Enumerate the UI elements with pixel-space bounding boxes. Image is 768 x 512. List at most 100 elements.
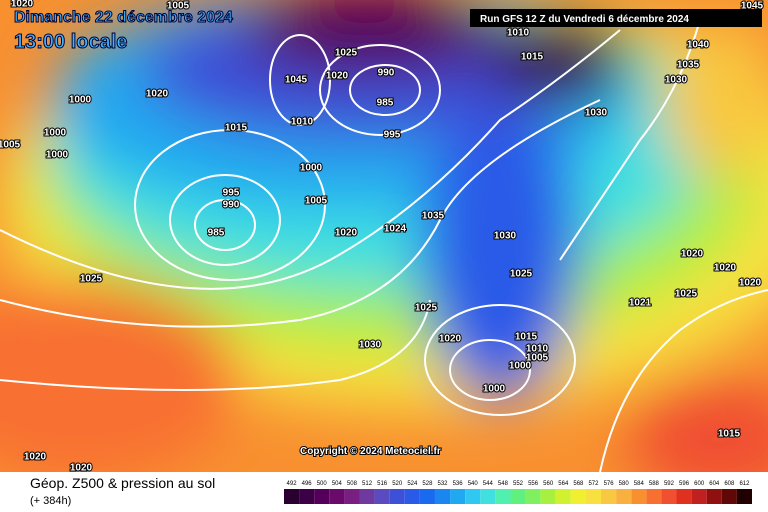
isobar-label: 1025 [510,269,533,280]
isobar-label: 1015 [718,429,741,440]
isobar-label: 1035 [422,211,445,222]
scale-swatch [631,489,647,504]
isobar-label: 1010 [526,344,549,355]
isobar-label: 1030 [585,108,608,119]
isobar-label: 1000 [44,128,67,139]
isobar-label: 1000 [509,361,532,372]
isobar-label: 1020 [335,228,358,239]
isobar-label: 995 [223,188,240,199]
scale-swatch [314,489,330,504]
scale-swatch [510,489,526,504]
scale-label: 588 [649,481,660,487]
scale-swatch [434,489,451,504]
isobar-label: 1020 [326,71,349,82]
scale-label: 572 [588,481,599,487]
scale-label: 536 [453,481,464,487]
scale-label: 560 [543,481,554,487]
isobar-label: 1015 [515,332,538,343]
scale-label: 584 [634,481,645,487]
scale-swatch [706,489,722,504]
scale-swatch [450,489,466,504]
scale-swatch [570,489,586,504]
run-info: Run GFS 12 Z du Vendredi 6 décembre 2024 [480,14,689,25]
scale-label: 500 [317,481,328,487]
scale-label: 596 [679,481,690,487]
scale-label: 520 [392,481,403,487]
scale-swatch [601,489,617,504]
isobar-label: 990 [223,200,240,211]
isobar-label: 1000 [300,163,323,174]
scale-swatch [374,489,390,504]
scale-swatch [389,489,405,504]
scale-swatch [495,489,511,504]
scale-swatch [585,489,602,504]
isobar-label: 1020 [11,0,34,10]
scale-label: 556 [528,481,539,487]
scale-swatch [661,489,677,504]
isobar-label: 1005 [305,196,328,207]
scale-swatch [525,489,541,504]
scale-swatch [299,489,315,504]
scale-label: 524 [407,481,418,487]
copyright: Copyright © 2024 Meteociel.fr [300,446,441,457]
isobar-label: 1030 [494,231,517,242]
scale-swatch [344,489,360,504]
isobar-label: 1000 [69,95,92,106]
scale-label: 532 [438,481,449,487]
scale-swatch [284,489,300,504]
isobar-label: 1025 [80,274,103,285]
isobar-label: 1015 [521,52,544,63]
isobar-label: 1010 [291,117,314,128]
scale-swatch [736,489,752,504]
scale-swatch [646,489,662,504]
isobar-label: 1030 [359,340,382,351]
scale-label: 576 [604,481,615,487]
scale-swatch [359,489,375,504]
footer-title: Géop. Z500 & pression au sol [30,475,215,491]
isobar-label: 1045 [285,75,308,86]
scale-label: 580 [619,481,630,487]
scale-swatch [555,489,571,504]
scale-label: 540 [468,481,479,487]
isobar-label: 1005 [0,140,21,151]
isobar-label: 1040 [687,40,710,51]
scale-label: 512 [362,481,373,487]
scale-label: 564 [558,481,569,487]
isobar-label: 1030 [665,75,688,86]
scale-swatch [691,489,707,504]
isobar-label: 1020 [70,463,93,474]
isobar-label: 995 [384,130,401,141]
isobar-label: 1020 [739,278,762,289]
date: Dimanche 22 décembre 2024 [14,9,233,26]
isobar-label: 1025 [415,303,438,314]
isobar-label: 1010 [507,28,530,39]
scale-swatch [404,489,420,504]
scale-label: 604 [709,481,720,487]
map-background [0,0,768,500]
scale-label: 608 [724,481,735,487]
isobar-label: 1025 [335,48,358,59]
scale-label: 544 [483,481,494,487]
scale-label: 552 [513,481,524,487]
scale-swatch [419,489,435,504]
color-scale: 492 496 500 504 508 512 516 520 524 528 532 536 540 5… [284,481,752,504]
scale-label: 496 [302,481,313,487]
isobar-label: 1000 [46,150,69,161]
scale-label: 504 [332,481,343,487]
run-box [470,9,762,27]
isobar-label: 985 [377,98,394,109]
scale-swatch [465,489,481,504]
scale-label: 600 [694,481,705,487]
isobar-label: 990 [378,68,395,79]
isobar-label: 1020 [439,334,462,345]
scale-label: 528 [422,481,433,487]
scale-label: 592 [664,481,675,487]
isobar-label: 1020 [24,452,47,463]
scale-swatch [480,489,496,504]
isobar-label: 1005 [526,353,549,364]
footer-lead: (+ 384h) [30,495,71,507]
isobar-label: 1020 [714,263,737,274]
scale-label: 612 [739,481,750,487]
isobar-label: 985 [208,228,225,239]
